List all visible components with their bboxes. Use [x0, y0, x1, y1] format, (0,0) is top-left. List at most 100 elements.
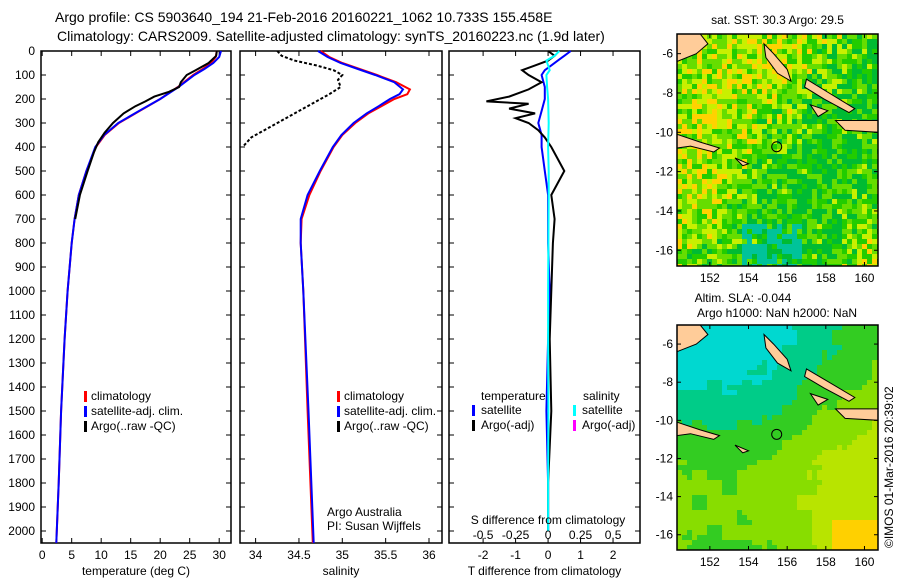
title-line-2: Climatology: CARS2009. Satellite-adjuste… — [57, 28, 605, 44]
map-cell — [847, 249, 852, 254]
map-cell — [762, 545, 767, 550]
map-cell — [787, 89, 792, 94]
map-cell — [692, 109, 697, 114]
map-cell — [812, 114, 817, 119]
map-cell — [677, 224, 682, 229]
map-cell — [862, 224, 867, 229]
map-cell — [772, 475, 777, 480]
map-cell — [807, 214, 812, 219]
y-tick-label: -14 — [656, 490, 674, 504]
map-cell — [747, 480, 752, 485]
map-cell — [832, 249, 837, 254]
map-cell — [802, 199, 807, 204]
map-cell — [687, 129, 692, 134]
map-cell — [837, 395, 842, 400]
map-cell — [747, 360, 752, 365]
map-cell — [747, 49, 752, 54]
map-cell — [827, 149, 832, 154]
map-cell — [792, 530, 797, 535]
map-cell — [822, 390, 827, 395]
map-cell — [862, 400, 867, 405]
map-cell — [767, 129, 772, 134]
map-cell — [732, 345, 737, 350]
map-cell — [702, 154, 707, 159]
legend-title-temperature: temperature — [481, 389, 546, 403]
map-cell — [757, 415, 762, 420]
map-cell — [707, 139, 712, 144]
map-cell — [792, 109, 797, 114]
map-cell — [852, 194, 857, 199]
map-cell — [872, 475, 877, 480]
map-cell — [752, 420, 757, 425]
map-cell — [827, 420, 832, 425]
map-cell — [712, 124, 717, 129]
map-cell — [772, 204, 777, 209]
map-cell — [867, 405, 872, 410]
y-tick-label: 1200 — [8, 332, 35, 346]
map-cell — [712, 259, 717, 264]
map-cell — [837, 44, 842, 49]
map-cell — [867, 420, 872, 425]
map-cell — [837, 79, 842, 84]
map-cell — [762, 169, 767, 174]
map-cell — [702, 189, 707, 194]
map-cell — [752, 199, 757, 204]
map-cell — [827, 490, 832, 495]
map-cell — [807, 540, 812, 545]
map-cell — [722, 39, 727, 44]
map-cell — [862, 199, 867, 204]
map-cell — [792, 74, 797, 79]
map-cell — [747, 425, 752, 430]
map-cell — [677, 259, 682, 264]
map-cell — [697, 535, 702, 540]
map-cell — [802, 395, 807, 400]
map-cell — [792, 440, 797, 445]
map-cell — [777, 124, 782, 129]
map-cell — [867, 139, 872, 144]
map-cell — [812, 169, 817, 174]
legend-label: Argo(..raw -QC) — [344, 419, 429, 433]
map-cell — [837, 375, 842, 380]
map-cell — [817, 540, 822, 545]
x-tick-label: 15 — [124, 548, 138, 562]
map-cell — [807, 199, 812, 204]
map-cell — [777, 385, 782, 390]
map-cell — [677, 445, 682, 450]
map-cell — [762, 224, 767, 229]
map-cell — [687, 455, 692, 460]
map-cell — [727, 480, 732, 485]
map-cell — [852, 114, 857, 119]
map-cell — [797, 174, 802, 179]
map-cell — [812, 79, 817, 84]
map-cell — [757, 340, 762, 345]
map-cell — [842, 420, 847, 425]
map-cell — [852, 475, 857, 480]
map-cell — [717, 525, 722, 530]
map-cell — [802, 465, 807, 470]
map-cell — [702, 365, 707, 370]
map-cell — [872, 385, 877, 390]
map-cell — [832, 435, 837, 440]
map-cell — [857, 500, 862, 505]
salinity-axes-frame — [239, 50, 443, 544]
map-cell — [867, 355, 872, 360]
map-cell — [677, 485, 682, 490]
map-cell — [812, 400, 817, 405]
map-cell — [792, 535, 797, 540]
map-cell — [752, 259, 757, 264]
map-cell — [857, 440, 862, 445]
map-cell — [702, 350, 707, 355]
map-cell — [807, 475, 812, 480]
map-cell — [767, 179, 772, 184]
map-cell — [682, 365, 687, 370]
map-cell — [717, 104, 722, 109]
map-cell — [852, 174, 857, 179]
map-cell — [697, 89, 702, 94]
map-cell — [847, 244, 852, 249]
map-cell — [822, 179, 827, 184]
map-cell — [747, 34, 752, 39]
map-cell — [862, 239, 867, 244]
map-cell — [872, 249, 877, 254]
map-cell — [817, 84, 822, 89]
map-cell — [787, 44, 792, 49]
